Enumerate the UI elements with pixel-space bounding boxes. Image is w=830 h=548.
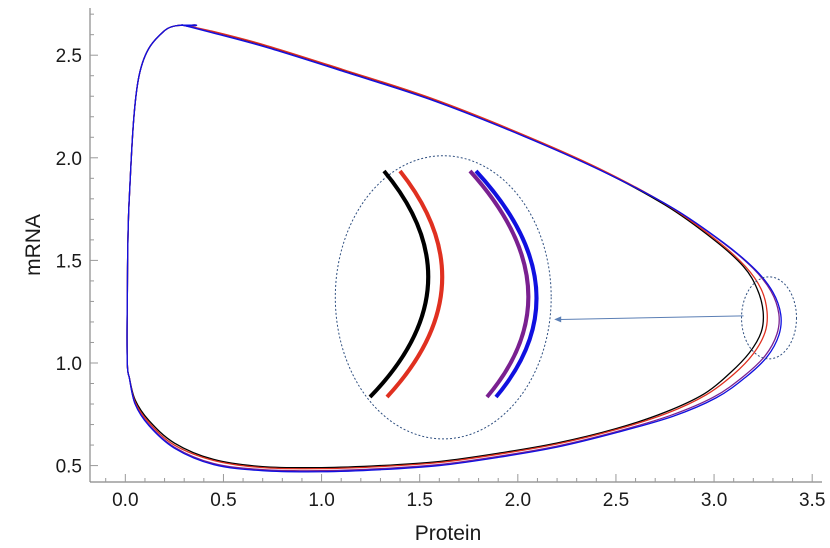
x-axis-title: Protein [415, 522, 482, 545]
y-tick-label: 1.5 [56, 251, 82, 272]
x-axis-ticks: 0.0 0.5 1.0 1.5 2.0 2.5 3.0 3.5 [105, 474, 825, 511]
x-tick-label: 2.0 [505, 490, 531, 511]
zoom-annotations [334, 155, 797, 440]
x-tick-label: 0.0 [112, 490, 138, 511]
y-tick-label: 2.5 [56, 46, 82, 67]
y-tick-label: 0.5 [56, 457, 82, 478]
series-line-4 [126, 24, 782, 473]
x-tick-label: 3.0 [701, 490, 727, 511]
x-tick-label: 2.5 [603, 490, 629, 511]
y-tick-label: 2.0 [56, 149, 82, 170]
x-tick-label: 0.5 [210, 490, 236, 511]
zoom-arc-series-4 [474, 169, 539, 399]
x-tick-label: 1.5 [406, 490, 432, 511]
series-lines [126, 24, 782, 473]
zoom-arrow-head [554, 316, 562, 323]
zoom-region-circle [741, 276, 797, 360]
y-axis-title: mRNA [22, 214, 45, 276]
zoom-inset-ellipse [334, 155, 552, 440]
zoom-arrow-line [560, 315, 744, 321]
zoom-arc-series-2 [385, 169, 445, 399]
zoom-arc-series-1 [368, 169, 431, 399]
y-axis-ticks: 0.5 1.0 1.5 2.0 2.5 [56, 13, 98, 478]
zoom-arc-series-3 [468, 169, 531, 399]
plot-area: 0.0 0.5 1.0 1.5 2.0 2.5 3.0 3.5 0.5 1.0 1.5 2.0 2.5 [56, 8, 825, 511]
y-tick-label: 1.0 [56, 354, 82, 375]
x-tick-label: 1.0 [308, 490, 334, 511]
x-tick-label: 3.5 [799, 490, 825, 511]
